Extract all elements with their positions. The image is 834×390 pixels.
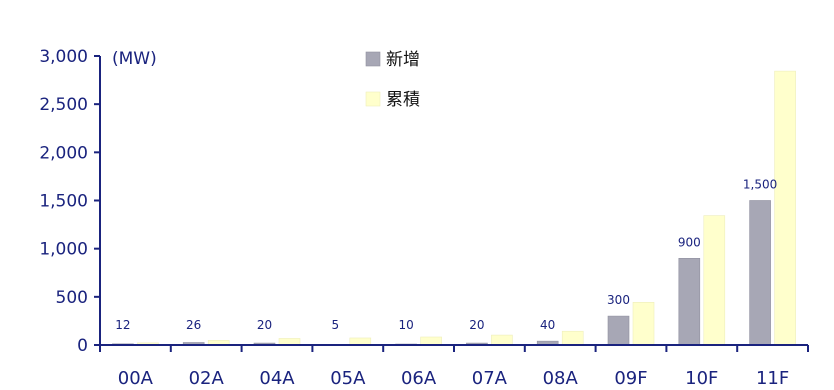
legend-swatch-new <box>365 51 381 67</box>
x-tick-label-05A: 05A <box>330 368 366 389</box>
x-tick-label-08A: 08A <box>543 368 579 389</box>
bar-new-11F <box>749 200 771 346</box>
bar-cumulative-08A <box>561 330 584 346</box>
data-label-10F: 900 <box>678 235 701 249</box>
data-label-07A: 20 <box>469 318 484 332</box>
x-tick-label-09F: 09F <box>614 368 647 389</box>
x-tick-label-00A: 00A <box>118 368 154 389</box>
data-label-09F: 300 <box>607 293 630 307</box>
bar-cumulative-07A <box>491 334 513 346</box>
y-tick-label-6: 3,000 <box>39 47 88 67</box>
unit-label: (MW) <box>112 49 157 69</box>
x-tick-label-04A: 04A <box>259 368 295 389</box>
x-tick-label-02A: 02A <box>189 368 225 389</box>
data-label-11F: 1,500 <box>743 178 777 192</box>
bar-cumulative-06A <box>420 336 442 346</box>
bars-layer <box>112 70 796 346</box>
x-tick-label-11F: 11F <box>756 368 789 389</box>
y-tick-label-3: 1,500 <box>39 192 88 212</box>
data-labels-layer: 12 26 20 5 10 20 40 300 900 1,500 <box>115 178 777 333</box>
data-label-08A: 40 <box>540 318 555 332</box>
data-label-05A: 5 <box>331 318 339 332</box>
y-tick-label-5: 2,500 <box>39 95 88 115</box>
axes: 00A 02A 04A 05A 06A 07A 08A 09F 10F 11F 0 500 1,000 1… <box>39 47 809 389</box>
x-tick-label-07A: 07A <box>472 368 508 389</box>
data-label-02A: 26 <box>186 318 201 332</box>
bar-cumulative-05A <box>349 337 372 346</box>
bar-new-09F <box>607 315 630 346</box>
legend-label-new: 新增 <box>386 50 420 70</box>
legend-swatch-cumulative <box>365 91 381 107</box>
bar-cumulative-10F <box>703 215 726 346</box>
data-label-06A: 10 <box>398 318 413 332</box>
x-tick-label-10F: 10F <box>685 368 718 389</box>
y-tick-label-2: 1,000 <box>39 240 88 260</box>
bar-new-10F <box>678 257 701 346</box>
legend-label-cumulative: 累積 <box>386 90 420 110</box>
data-label-00A: 12 <box>115 318 130 332</box>
x-tick-label-06A: 06A <box>401 368 437 389</box>
bar-cumulative-11F <box>774 70 796 346</box>
y-tick-label-4: 2,000 <box>39 143 88 163</box>
y-tick-label-1: 500 <box>56 288 88 308</box>
y-tick-label-0: 0 <box>77 336 88 356</box>
data-label-04A: 20 <box>257 318 272 332</box>
bar-cumulative-09F <box>632 302 655 346</box>
